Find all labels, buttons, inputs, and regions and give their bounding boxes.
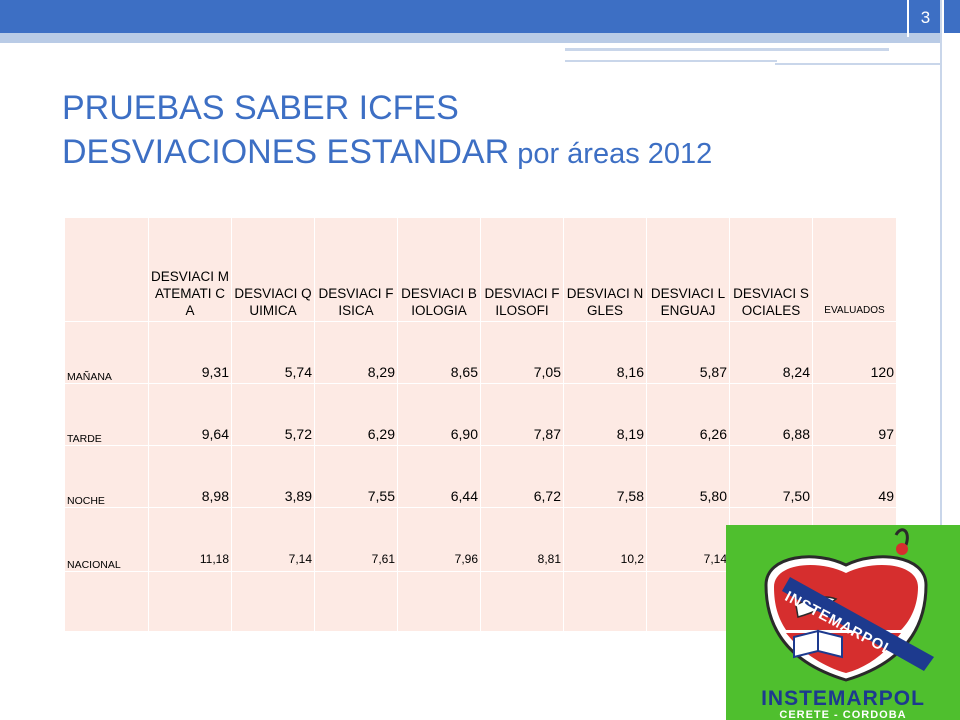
table-cell: 8,98 (148, 445, 232, 508)
table-row: TARDE 9,64 5,72 6,29 6,90 7,87 8,19 6,26… (64, 383, 897, 446)
table-cell: 5,80 (646, 445, 730, 508)
table-cell: 7,96 (397, 507, 481, 572)
table-cell: 7,14 (231, 507, 315, 572)
table-cell: 7,87 (480, 383, 564, 446)
table-cell: 8,29 (314, 321, 398, 384)
logo-emblem-icon (764, 528, 934, 682)
deviation-table: DESVIACI MATEMATI CA DESVIACI QUIMICA DE… (64, 217, 897, 632)
decor-line (565, 48, 889, 51)
table-cell: 7,50 (729, 445, 813, 508)
table-cell: 7,58 (563, 445, 647, 508)
table-cell: 49 (812, 445, 897, 508)
row-label: NOCHE (64, 445, 149, 508)
table-cell: 10,2 (563, 507, 647, 572)
table-cell: 6,44 (397, 445, 481, 508)
slide-number: 3 (907, 0, 944, 37)
table-cell: 5,74 (231, 321, 315, 384)
header-cell: DESVIACI QUIMICA (231, 217, 315, 322)
logo-city: CERETE - CORDOBA (779, 709, 907, 720)
top-band-light (0, 33, 940, 43)
table-cell: 9,31 (148, 321, 232, 384)
table-cell: 6,90 (397, 383, 481, 446)
table-cell: 6,72 (480, 445, 564, 508)
table-cell: 8,19 (563, 383, 647, 446)
decor-line (565, 60, 777, 62)
table-cell (397, 571, 481, 632)
decor-line (775, 63, 940, 65)
table-cell: 6,26 (646, 383, 730, 446)
title-line-2-suffix: por áreas 2012 (509, 138, 713, 170)
slide-title: PRUEBAS SABER ICFES DESVIACIONES ESTANDA… (62, 86, 922, 176)
table-cell: 7,61 (314, 507, 398, 572)
row-label: NACIONAL (64, 507, 149, 572)
table-cell: 6,88 (729, 383, 813, 446)
table-cell: 8,81 (480, 507, 564, 572)
table-cell: 5,72 (231, 383, 315, 446)
table-cell: 8,16 (563, 321, 647, 384)
table-row: NOCHE 8,98 3,89 7,55 6,44 6,72 7,58 5,80… (64, 445, 897, 508)
table-header-row: DESVIACI MATEMATI CA DESVIACI QUIMICA DE… (64, 217, 897, 322)
header-cell: DESVIACI FISICA (314, 217, 398, 322)
header-cell: EVALUADOS (812, 217, 897, 322)
table-cell (563, 571, 647, 632)
school-logo: INSTEMARPOL INSTEMARPOL CERETE - CORDOBA (726, 525, 960, 720)
row-label: TARDE (64, 383, 149, 446)
table-cell: 7,55 (314, 445, 398, 508)
title-line-1: PRUEBAS SABER ICFES (62, 89, 459, 127)
table-row: MAÑANA 9,31 5,74 8,29 8,65 7,05 8,16 5,8… (64, 321, 897, 384)
table-cell (231, 571, 315, 632)
table-cell (148, 571, 232, 632)
table-cell: 11,18 (148, 507, 232, 572)
header-cell: DESVIACI MATEMATI CA (148, 217, 232, 322)
title-line-2: DESVIACIONES ESTANDAR (62, 133, 510, 171)
table-cell (314, 571, 398, 632)
header-cell: DESVIACI SOCIALES (729, 217, 813, 322)
table-cell: 120 (812, 321, 897, 384)
table-cell: 3,89 (231, 445, 315, 508)
header-cell: DESVIACI BIOLOGIA (397, 217, 481, 322)
table-cell (480, 571, 564, 632)
table-cell: 8,65 (397, 321, 481, 384)
row-label: MAÑANA (64, 321, 149, 384)
table-cell (646, 571, 730, 632)
header-cell: DESVIACI NGLES (563, 217, 647, 322)
table-cell: 97 (812, 383, 897, 446)
table-cell: 8,24 (729, 321, 813, 384)
decor-vertical-line (940, 0, 942, 720)
table-cell (64, 571, 149, 632)
logo-school-name: INSTEMARPOL (761, 687, 925, 710)
top-band (0, 0, 960, 33)
table-cell: 5,87 (646, 321, 730, 384)
table-cell: 7,05 (480, 321, 564, 384)
table-cell: 6,29 (314, 383, 398, 446)
table-cell: 7,14 (646, 507, 730, 572)
header-cell: DESVIACI LENGUAJ (646, 217, 730, 322)
table-cell: 9,64 (148, 383, 232, 446)
header-cell: DESVIACI FILOSOFI (480, 217, 564, 322)
header-cell (64, 217, 149, 322)
